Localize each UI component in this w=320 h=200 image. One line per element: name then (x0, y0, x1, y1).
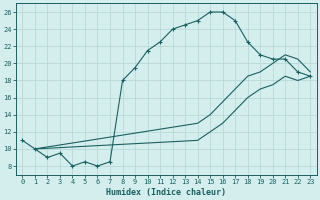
X-axis label: Humidex (Indice chaleur): Humidex (Indice chaleur) (106, 188, 226, 197)
